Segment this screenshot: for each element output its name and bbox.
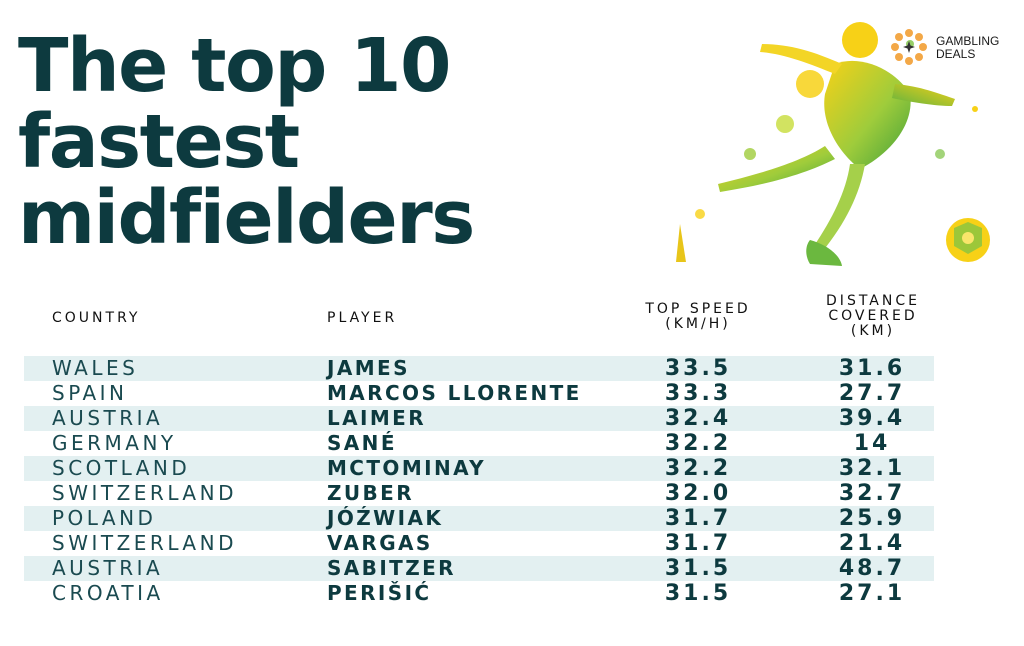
player-arm-left [760, 44, 842, 74]
player-leg-back [718, 146, 835, 192]
country-cell: AUSTRIA [52, 556, 164, 580]
column-header-distance-line-1: DISTANCE [826, 293, 920, 309]
splash-dot [935, 149, 945, 159]
distance-cell: 32.1 [838, 456, 906, 481]
country-cell: SWITZERLAND [52, 531, 237, 555]
distance-cell: 27.1 [838, 581, 906, 606]
top-speed-cell: 31.7 [664, 531, 732, 556]
table-row: CROATIA PERIŠIĆ 31.5 27.1 [24, 581, 934, 606]
logo-wordmark: GAMBLING DEALS [936, 35, 999, 61]
column-header-distance: DISTANCE COVERED (KM) [793, 294, 953, 339]
midfielders-table: WALES JAMES 33.5 31.6 SPAIN MARCOS LLORENTE 33… [24, 356, 934, 606]
player-cell: JÓŹWIAK [327, 506, 444, 530]
top-speed-cell: 32.2 [664, 431, 732, 456]
table-row: SCOTLAND MCTOMINAY 32.2 32.1 [24, 456, 934, 481]
column-header-distance-line-3: (KM) [850, 323, 896, 339]
page-title: The top 10 fastest midfielders [18, 23, 475, 261]
title-line-3: midfielders [18, 175, 475, 261]
country-cell: SCOTLAND [52, 456, 191, 480]
table-row: GERMANY SANÉ 32.2 14 [24, 431, 934, 456]
top-speed-cell: 31.5 [664, 556, 732, 581]
distance-cell: 48.7 [838, 556, 906, 581]
player-leg-front [814, 164, 865, 252]
top-speed-cell: 31.7 [664, 506, 732, 531]
table-row: SWITZERLAND VARGAS 31.7 21.4 [24, 531, 934, 556]
logo-line-1: GAMBLING [936, 34, 1000, 48]
title-line-1: The top 10 [18, 23, 452, 109]
splash-dot [744, 148, 756, 160]
table-row: SPAIN MARCOS LLORENTE 33.3 27.7 [24, 381, 934, 406]
column-header-country: COUNTRY [52, 310, 141, 326]
distance-cell: 25.9 [838, 506, 906, 531]
distance-cell: 31.6 [838, 356, 906, 381]
top-speed-cell: 32.4 [664, 406, 732, 431]
table-row: SWITZERLAND ZUBER 32.0 32.7 [24, 481, 934, 506]
country-cell: SPAIN [52, 381, 128, 405]
splash-dot [776, 115, 794, 133]
player-cell: SANÉ [327, 431, 397, 455]
top-speed-cell: 32.2 [664, 456, 732, 481]
distance-cell: 39.4 [838, 406, 906, 431]
player-arm-right [892, 84, 955, 106]
top-speed-cell: 31.5 [664, 581, 732, 606]
country-cell: CROATIA [52, 581, 164, 605]
player-cell: MCTOMINAY [327, 456, 486, 480]
column-header-top-speed-line-2: (KM/H) [665, 316, 731, 332]
player-foot [806, 240, 842, 266]
distance-cell: 27.7 [838, 381, 906, 406]
column-header-player: PLAYER [327, 310, 398, 326]
logo-mark-icon [891, 29, 927, 65]
column-header-distance-line-2: COVERED [828, 308, 918, 324]
table-row: WALES JAMES 33.5 31.6 [24, 356, 934, 381]
player-cell: LAIMER [327, 406, 427, 430]
country-cell: SWITZERLAND [52, 481, 237, 505]
player-head [842, 22, 878, 58]
title-line-2: fastest [18, 99, 300, 185]
player-cell: MARCOS LLORENTE [327, 381, 582, 405]
top-speed-cell: 32.0 [664, 481, 732, 506]
football-icon [946, 218, 990, 262]
country-cell: POLAND [52, 506, 157, 530]
logo-line-2: DEALS [936, 47, 976, 61]
distance-cell: 14 [853, 431, 891, 456]
splash-dot [695, 209, 705, 219]
table-row: AUSTRIA SABITZER 31.5 48.7 [24, 556, 934, 581]
player-cell: VARGAS [327, 531, 433, 555]
table-row: AUSTRIA LAIMER 32.4 39.4 [24, 406, 934, 431]
player-cell: PERIŠIĆ [327, 581, 432, 605]
top-speed-cell: 33.3 [664, 381, 732, 406]
table-row: POLAND JÓŹWIAK 31.7 25.9 [24, 506, 934, 531]
player-cell: JAMES [327, 356, 410, 380]
player-torso [824, 60, 911, 169]
distance-cell: 21.4 [838, 531, 906, 556]
player-cell: ZUBER [327, 481, 415, 505]
splash-dot [972, 106, 978, 112]
splash-streak [676, 224, 686, 262]
country-cell: GERMANY [52, 431, 177, 455]
gambling-deals-logo: GAMBLING DEALS [890, 28, 1010, 68]
column-header-top-speed: TOP SPEED (KM/H) [618, 302, 778, 332]
player-cell: SABITZER [327, 556, 456, 580]
distance-cell: 32.7 [838, 481, 906, 506]
splash-dot [796, 70, 824, 98]
footballer-splash-illustration [676, 22, 990, 266]
country-cell: WALES [52, 356, 139, 380]
column-header-top-speed-line-1: TOP SPEED [645, 301, 751, 317]
country-cell: AUSTRIA [52, 406, 164, 430]
top-speed-cell: 33.5 [664, 356, 732, 381]
